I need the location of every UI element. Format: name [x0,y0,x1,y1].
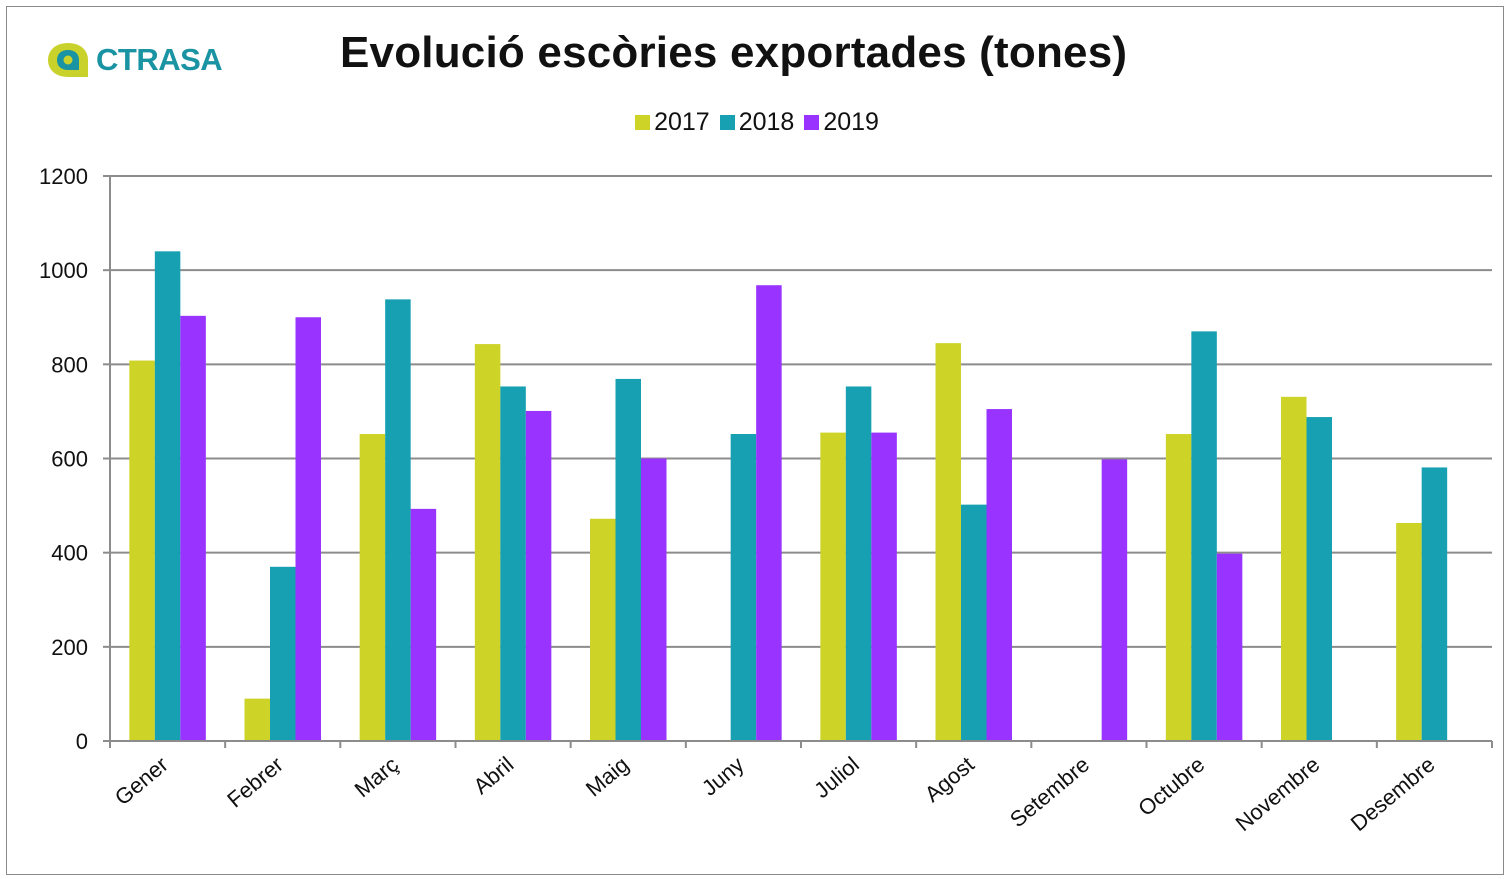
bar-2018-juliol [845,386,872,741]
bar-2018-març [385,299,411,741]
bar-2019-setembre [1101,459,1128,741]
bar-2019-abril [525,410,552,741]
x-tick-label-abril: Abril [469,752,519,799]
legend-item-2018: 2018 [719,108,795,137]
x-tick-label-novembre: Novembre [1231,752,1325,836]
x-tick-label-juliol: Juliol [809,752,863,803]
y-tick-label: 400 [51,541,88,566]
y-tick-label: 800 [51,352,88,377]
bar-2017-gener [129,360,155,741]
legend-label-2017: 2017 [654,108,710,136]
bar-2017-novembre [1281,396,1307,741]
bar-2019-juliol [871,432,897,741]
bar-2019-maig [641,458,667,741]
bar-2018-agost [961,504,987,741]
x-tick-label-maig: Maig [581,752,634,802]
bar-2019-gener [180,315,206,741]
bar-2017-desembre [1396,523,1422,741]
ctrasa-logo: CTRASA [44,40,223,80]
x-tick-label-gener: Gener [110,752,173,810]
bar-2018-desembre [1421,467,1448,741]
y-tick-label: 1000 [39,258,88,283]
bar-2017-agost [935,343,961,741]
legend-item-2019: 2019 [804,108,879,137]
bar-2018-maig [615,378,641,741]
bar-2017-abril [474,344,501,741]
logo-text: CTRASA [96,42,223,77]
x-tick-label-desembre: Desembre [1346,752,1440,836]
legend: 2017 2018 2019 [0,108,1512,137]
bar-2018-gener [154,251,181,742]
bar-2017-febrer [244,698,270,741]
y-tick-label: 1200 [39,164,88,189]
y-tick-label: 0 [76,729,88,754]
x-tick-label-agost: Agost [920,752,979,807]
y-tick-label: 600 [51,447,88,472]
bar-2019-octubre [1216,553,1243,741]
bar-2018-abril [500,386,526,741]
bar-2017-març [359,434,386,741]
legend-swatch-2017 [635,115,651,130]
x-tick-label-juny: Juny [697,752,749,801]
bar-2019-juny [756,285,782,741]
bar-2018-novembre [1306,417,1332,741]
bar-2019-febrer [295,317,321,741]
bar-2019-agost [986,409,1012,741]
x-tick-label-setembre: Setembre [1005,752,1094,832]
bar-2018-juny [730,434,757,741]
y-tick-label: 200 [51,635,88,660]
legend-label-2018: 2018 [738,108,795,136]
bar-2018-febrer [270,566,296,741]
bar-2017-maig [590,518,616,741]
bar-2017-juliol [820,432,846,741]
legend-label-2019: 2019 [823,108,879,136]
legend-swatch-2019 [804,115,820,130]
bar-2018-octubre [1191,331,1217,741]
x-tick-label-octubre: Octubre [1133,752,1209,821]
legend-swatch-2018 [719,115,735,130]
x-tick-label-febrer: Febrer [222,752,288,813]
bar-2019-març [410,508,437,741]
legend-item-2017: 2017 [635,108,710,137]
bar-2017-octubre [1165,434,1192,741]
x-tick-label-març: Març [350,752,404,803]
chart-title: Evolució escòries exportades (tones) [340,28,1128,77]
ctrasa-logo-icon [48,43,88,77]
